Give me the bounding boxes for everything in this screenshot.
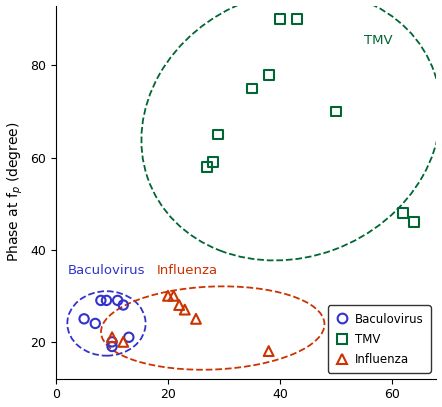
Point: [92, 320, 99, 327]
Point: [215, 131, 222, 138]
Point: [170, 293, 177, 299]
Point: [120, 339, 127, 345]
Point: [103, 297, 110, 304]
Point: [80, 315, 88, 322]
Point: [181, 306, 188, 313]
Point: [265, 348, 272, 354]
Point: [125, 334, 132, 341]
Legend: Baculovirus, TMV, Influenza: Baculovirus, TMV, Influenza: [328, 306, 431, 373]
Point: [97, 297, 104, 304]
Text: Influenza: Influenza: [157, 265, 218, 277]
Point: [293, 16, 300, 23]
Point: [120, 302, 127, 308]
Point: [276, 16, 283, 23]
Text: TMV: TMV: [364, 34, 392, 47]
Point: [248, 85, 255, 92]
Point: [192, 315, 199, 322]
Point: [400, 210, 407, 216]
Point: [109, 339, 116, 345]
Point: [109, 343, 116, 350]
Point: [265, 71, 272, 78]
Point: [109, 334, 116, 341]
Point: [411, 219, 418, 225]
Point: [164, 293, 171, 299]
Point: [332, 108, 339, 115]
Point: [204, 164, 211, 170]
Text: Baculovirus: Baculovirus: [67, 265, 145, 277]
Point: [209, 159, 216, 166]
Point: [175, 302, 183, 308]
Point: [114, 297, 121, 304]
Y-axis label: Phase at f$_p$ (degree): Phase at f$_p$ (degree): [6, 122, 25, 263]
